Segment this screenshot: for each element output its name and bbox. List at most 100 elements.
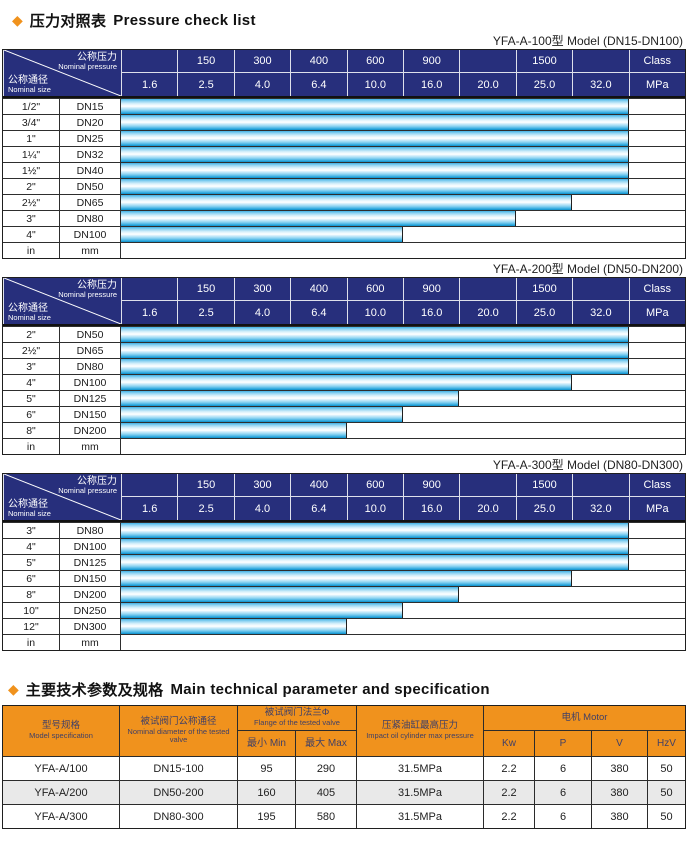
mpa-header-cell: 6.4 <box>290 301 346 324</box>
spec-subcol-p: P <box>534 731 591 756</box>
dn-size-cell: DN50 <box>60 327 121 342</box>
pressure-range-bar <box>121 391 460 406</box>
spec-table-body: YFA-A/100 DN15-100 95 290 31.5MPa 2.2 6 380 50 YF… <box>3 756 685 828</box>
inch-size-cell: 4" <box>3 227 60 242</box>
pressure-bar-area <box>121 587 685 602</box>
pressure-tables-container: YFA-A-100型 Model (DN15-DN100) 公称压力 Nominal… <box>2 34 686 651</box>
mpa-header-cell: 2.5 <box>177 73 233 96</box>
inch-size-cell: 2½" <box>3 195 60 210</box>
class-header-cell: Class <box>628 278 685 301</box>
pressure-range-bar <box>121 619 347 634</box>
inch-unit-cell: in <box>3 635 60 650</box>
pressure-table: 公称压力 Nominal pressure 公称通径 Nominal size 150 3… <box>2 49 686 259</box>
pressure-bar-area <box>121 539 685 554</box>
pressure-table-title: YFA-A-300型 Model (DN80-DN300) <box>492 458 683 472</box>
pressure-table-title: YFA-A-200型 Model (DN50-DN200) <box>492 262 683 276</box>
pressure-bar-area <box>121 227 685 242</box>
dn-size-cell: DN65 <box>60 195 121 210</box>
nominal-size-zh: 公称通径 <box>8 498 48 510</box>
empty-unit-area <box>121 635 685 650</box>
dn-size-cell: DN32 <box>60 147 121 162</box>
size-row: 3/4" DN20 <box>3 114 685 130</box>
class-header-cell: 900 <box>403 50 460 73</box>
pressure-bar-area <box>121 375 685 390</box>
class-header-cell <box>121 474 178 497</box>
inch-size-cell: 2" <box>3 327 60 342</box>
spec-col-flange-en: Flange of the tested valve <box>254 718 340 728</box>
dn-size-cell: DN125 <box>60 391 121 406</box>
class-header-cell: 300 <box>233 474 291 497</box>
mpa-header-cell: 16.0 <box>403 301 459 324</box>
pressure-range-bar <box>121 115 629 130</box>
nominal-pressure-label: 公称压力 Nominal pressure <box>58 476 117 495</box>
size-row: 3" DN80 <box>3 522 685 538</box>
spec-col-model: 型号规格 Model specification <box>3 706 119 756</box>
dn-size-cell: DN25 <box>60 131 121 146</box>
pressure-bar-area <box>121 359 685 374</box>
pressure-table-block-2: YFA-A-200型 Model (DN50-DN200) 公称压力 Nominal… <box>2 262 686 455</box>
mpa-header-cell: MPa <box>628 73 685 96</box>
size-row: 2½" DN65 <box>3 342 685 358</box>
spec-col-flange: 被试阀门法兰Φ Flange of the tested valve <box>237 706 356 731</box>
dn-size-cell: DN50 <box>60 179 121 194</box>
inch-size-cell: 1¼" <box>3 147 60 162</box>
dn-size-cell: DN80 <box>60 211 121 226</box>
mpa-header-cell: 2.5 <box>177 497 233 520</box>
dn-size-cell: DN100 <box>60 539 121 554</box>
dn-size-cell: DN150 <box>60 407 121 422</box>
spec-cell: 31.5MPa <box>356 757 483 780</box>
nominal-pressure-zh: 公称压力 <box>77 476 117 487</box>
pressure-range-bar <box>121 603 403 618</box>
spec-cell: YFA-A/100 <box>34 762 88 775</box>
class-header-cell: 1500 <box>515 50 573 73</box>
class-header-cell: 900 <box>403 278 460 301</box>
spec-cell: DN80-300 <box>119 805 237 828</box>
spec-col-diameter-zh: 被试阀门公称通径 <box>140 715 217 727</box>
class-header-cell <box>572 50 629 73</box>
mpa-header-cell: 4.0 <box>233 497 290 520</box>
nominal-size-label: 公称通径 Nominal size <box>8 75 51 94</box>
spec-col-flange-zh: 被试阀门法兰Φ <box>264 707 330 719</box>
inch-size-cell: 1/2" <box>3 99 60 114</box>
spec-table-container: 型号规格 Model specification 被试阀门公称通径 Nominal d… <box>2 705 686 829</box>
diagonal-header-cell: 公称压力 Nominal pressure 公称通径 Nominal size <box>3 50 121 96</box>
pressure-table: 公称压力 Nominal pressure 公称通径 Nominal size 150 3… <box>2 277 686 455</box>
mpa-header-cell: 1.6 <box>121 301 177 324</box>
nominal-size-en: Nominal size <box>8 508 51 518</box>
pressure-bar-area <box>121 407 685 422</box>
pressure-range-bar <box>121 163 629 178</box>
spec-cell: 6 <box>534 781 591 804</box>
size-row: 3" DN80 <box>3 358 685 374</box>
spec-col-max-pressure-zh: 压紧油缸最高压力 <box>381 720 458 732</box>
mm-unit-cell: mm <box>60 635 121 650</box>
spec-cell: 380 <box>591 781 647 804</box>
pressure-range-bar <box>121 539 629 554</box>
nominal-pressure-en: Nominal pressure <box>58 290 117 299</box>
size-row: 10" DN250 <box>3 602 685 618</box>
inch-size-cell: 2" <box>3 179 60 194</box>
pressure-range-bar <box>121 587 460 602</box>
spec-cell: YFA-A/300 <box>34 810 88 823</box>
spec-col-diameter: 被试阀门公称通径 Nominal diameter of the tested v… <box>119 706 237 756</box>
nominal-pressure-en: Nominal pressure <box>58 62 117 71</box>
unit-row: in mm <box>3 242 685 258</box>
inch-size-cell: 4" <box>3 539 60 554</box>
mpa-header-cell: 4.0 <box>233 301 290 324</box>
mpa-header-cell: 6.4 <box>290 497 346 520</box>
inch-size-cell: 5" <box>3 555 60 570</box>
inch-size-cell: 3" <box>3 359 60 374</box>
spec-cell: YFA-A/200 <box>34 786 88 799</box>
spec-cell: 290 <box>295 757 356 780</box>
inch-size-cell: 3/4" <box>3 115 60 130</box>
pressure-bar-area <box>121 555 685 570</box>
pressure-range-bar <box>121 131 629 146</box>
mpa-header-cell: 1.6 <box>121 73 177 96</box>
spec-col-model-zh: 型号规格 <box>41 720 80 732</box>
inch-size-cell: 1½" <box>3 163 60 178</box>
spec-col-motor-zh: 电机 Motor <box>561 711 608 723</box>
mpa-header-cell: 32.0 <box>572 73 628 96</box>
class-header-cell <box>459 50 516 73</box>
pressure-section-title-zh: 压力对照表 <box>29 12 107 30</box>
dn-size-cell: DN150 <box>60 571 121 586</box>
